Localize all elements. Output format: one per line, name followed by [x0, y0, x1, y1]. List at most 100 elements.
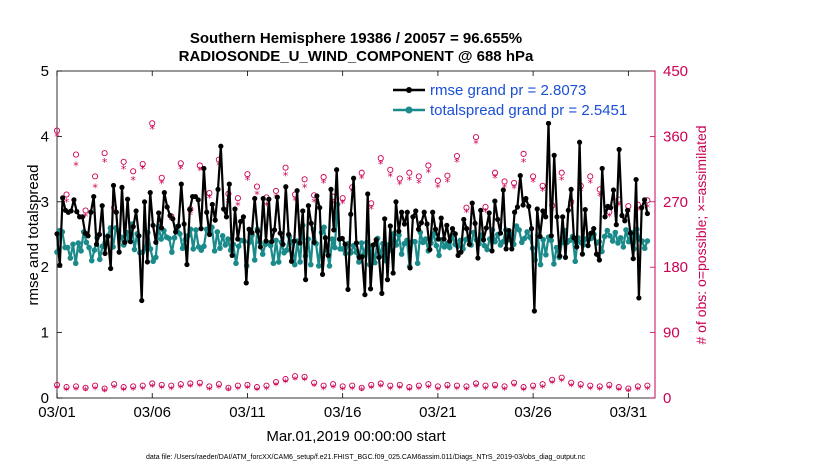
totalspread-point [147, 246, 154, 252]
possible-count-point-low [358, 384, 365, 391]
rmse-point [591, 226, 597, 232]
rmse-point [297, 240, 303, 246]
assimilated-count-point: * [178, 163, 184, 176]
assimilated-count-point-low: * [292, 374, 298, 387]
rmse-point [557, 253, 563, 259]
assimilated-count-point-low: * [635, 384, 641, 397]
possible-count-point-low [53, 381, 61, 388]
rmse-point [534, 206, 540, 212]
rmse-point [139, 297, 145, 304]
y-tick-label: 4 [41, 128, 49, 145]
rmse-point [407, 265, 413, 271]
rmse-point [153, 239, 159, 245]
rmse-point [497, 230, 504, 236]
rmse-point [345, 286, 351, 293]
assimilated-count-point-low: * [254, 385, 260, 398]
legend-rmse-label: rmse grand pr = 2.8073 [430, 82, 586, 99]
rmse-point [351, 175, 357, 181]
possible-count-point-low [625, 385, 632, 392]
rmse-point [427, 246, 433, 253]
rmse-point [639, 205, 645, 211]
totalspread-point [623, 227, 629, 233]
rmse-point [184, 261, 190, 268]
possible-count-point [120, 158, 127, 165]
possible-count-point-low [453, 382, 460, 389]
totalspread-point [233, 260, 239, 267]
rmse-point [173, 229, 179, 235]
totalspread-point [153, 254, 159, 261]
rmse-point [404, 209, 410, 215]
assimilated-count-point-low: * [283, 377, 289, 390]
rmse-point [441, 236, 447, 242]
possible-count-point [358, 169, 365, 176]
y-axis-right-label: # of obs: o=possible; ×=assimilated [693, 125, 709, 344]
totalspread-point [625, 238, 632, 245]
assimilated-count-point: * [140, 163, 146, 176]
assimilated-count-point-low: * [159, 383, 165, 396]
rmse-point [495, 216, 501, 223]
rmse-point [376, 254, 382, 260]
rmse-point [339, 235, 345, 242]
assimilated-count-point-low: * [121, 385, 127, 398]
assimilated-count-point-low: * [464, 384, 470, 397]
possible-count-point [177, 160, 184, 167]
rmse-point [291, 238, 297, 244]
rmse-point [232, 206, 238, 212]
totalspread-point [198, 247, 205, 253]
assimilated-count-point-low: * [378, 381, 384, 394]
y-tick-label: 1 [41, 325, 49, 342]
assimilated-count-point-low: * [597, 384, 603, 397]
possible-count-point-low [177, 381, 184, 388]
rmse-point [348, 211, 354, 217]
rmse-point [415, 226, 422, 232]
possible-count-point-low [92, 382, 99, 389]
rmse-point [608, 205, 614, 211]
assimilated-count-point: * [483, 206, 489, 219]
y-right-tick-label: 90 [663, 325, 680, 342]
rmse-point [622, 218, 628, 224]
possible-count-point [434, 177, 441, 184]
rmse-point [119, 184, 125, 191]
assimilated-count-point: * [283, 170, 289, 183]
assimilated-count-point: * [54, 130, 60, 143]
rmse-point [588, 230, 594, 236]
possible-count-point-low [349, 382, 356, 389]
rmse-point [215, 186, 221, 192]
rmse-point [362, 292, 368, 298]
rmse-point [610, 187, 617, 193]
possible-count-point [253, 183, 261, 190]
assimilated-count-point: * [445, 176, 451, 189]
totalspread-point [492, 238, 498, 245]
totalspread-point [332, 244, 338, 251]
totalspread-point [283, 247, 290, 253]
assimilated-count-point-low: * [321, 383, 327, 396]
totalspread-point [500, 238, 506, 245]
totalspread-point [225, 236, 231, 242]
rmse-point [438, 215, 444, 221]
assimilated-count-point: * [540, 185, 546, 198]
totalspread-point [235, 243, 242, 250]
rmse-point [158, 225, 165, 231]
assimilated-count-point-low: * [626, 385, 632, 398]
rmse-point [54, 231, 60, 237]
assimilated-count-point-low: * [388, 383, 394, 396]
rmse-point [328, 186, 334, 192]
rmse-point [218, 143, 224, 149]
rmse-point [257, 244, 263, 250]
assimilated-count-point-low: * [64, 385, 70, 398]
possible-count-point [444, 172, 451, 179]
totalspread-point [422, 236, 429, 242]
rmse-point [514, 204, 521, 210]
rmse-point [99, 203, 105, 209]
rmse-point [108, 265, 114, 272]
totalspread-point [521, 235, 528, 242]
totalspread-point [412, 238, 418, 245]
rmse-point [489, 248, 495, 254]
possible-count-point-low [577, 381, 584, 388]
rmse-point [602, 214, 608, 220]
totalspread-point [273, 237, 279, 244]
rmse-point [526, 203, 532, 209]
assimilated-count-point: * [292, 194, 298, 207]
rmse-point [238, 218, 244, 225]
rmse-point [373, 237, 379, 243]
